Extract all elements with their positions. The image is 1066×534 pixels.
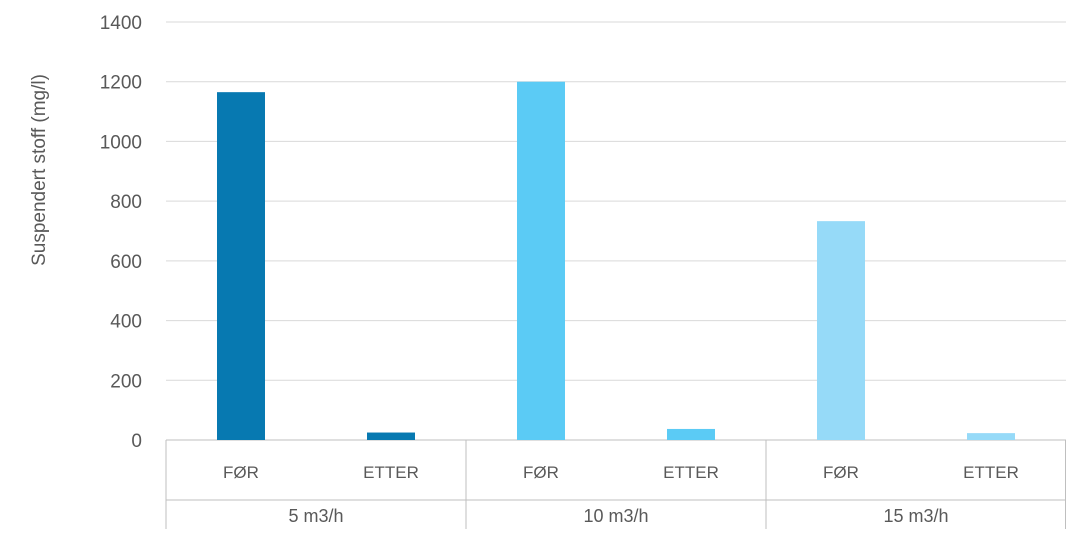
y-tick-label: 1200: [100, 73, 142, 94]
bar-15-m3/h-FØR: [817, 221, 865, 440]
bar-10-m3/h-ETTER: [667, 428, 715, 440]
gridlines: [166, 21, 1066, 441]
y-tick-label: 0: [131, 431, 142, 452]
bar-5-m3/h-ETTER: [367, 432, 415, 440]
bar-10-m3/h-FØR: [517, 81, 565, 440]
x-category-label: ETTER: [663, 463, 719, 482]
x-category-label: FØR: [223, 463, 259, 482]
y-axis-title: Suspendert stoff (mg/l): [29, 74, 50, 266]
x-group-label: 15 m3/h: [883, 506, 948, 526]
y-tick-label: 1400: [100, 13, 142, 34]
y-tick-label: 1000: [100, 132, 142, 153]
x-category-label: FØR: [523, 463, 559, 482]
y-tick-label: 800: [110, 192, 142, 213]
y-tick-label: 400: [110, 312, 142, 333]
bar-5-m3/h-FØR: [217, 92, 265, 441]
x-group-label: 5 m3/h: [288, 506, 343, 526]
x-category-label: FØR: [823, 463, 859, 482]
tick-labels: 0 200 400 600 800 1000 1200 1400 FØR ETTER 5 m3/h F…: [100, 13, 1019, 526]
y-tick-label: 600: [110, 252, 142, 273]
bar-15-m3/h-ETTER: [967, 433, 1015, 440]
x-group-label: 10 m3/h: [583, 506, 648, 526]
bars: [217, 81, 1015, 441]
x-category-label: ETTER: [363, 463, 419, 482]
x-category-label: ETTER: [963, 463, 1019, 482]
y-tick-label: 200: [110, 371, 142, 392]
